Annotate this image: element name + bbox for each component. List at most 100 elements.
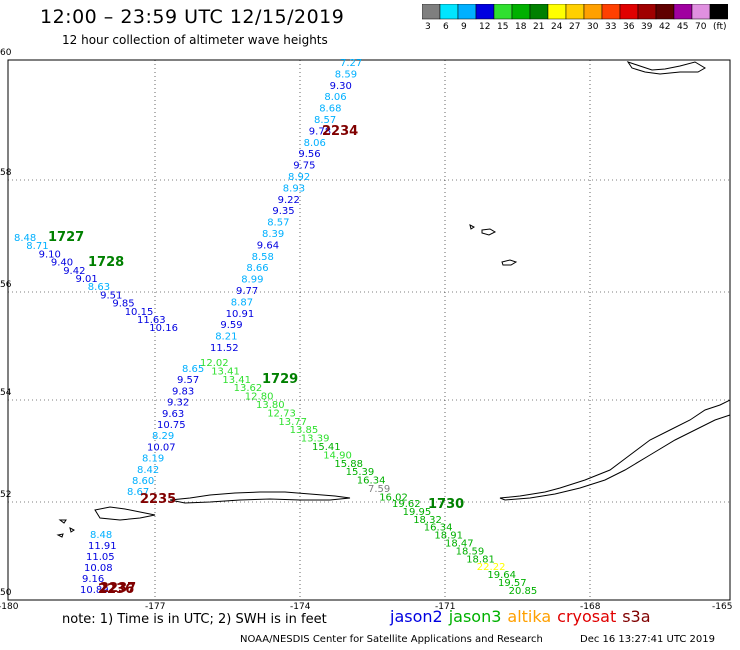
wave-height-value: 8.57 — [267, 218, 289, 229]
wave-height-value: 9.32 — [167, 398, 189, 409]
wave-height-value: 9.64 — [257, 240, 279, 251]
lon-label: -165 — [712, 602, 733, 612]
alaska-coast — [626, 61, 706, 75]
color-swatch — [565, 4, 585, 20]
wave-height-value: 18.81 — [466, 554, 495, 565]
legend-item: altika — [507, 607, 552, 626]
lat-label: 60 — [0, 48, 12, 58]
wave-height-value: 10.08 — [84, 563, 113, 574]
wave-height-value: 15.41 — [312, 442, 341, 453]
wave-height-value: 9.01 — [76, 274, 98, 285]
wave-height-value: 9.78 — [309, 126, 331, 137]
satellite-legend: jason2 jason3 altika cryosat s3a — [390, 607, 657, 626]
wave-height-value: 8.68 — [319, 104, 341, 115]
scale-tick-label: 6 — [443, 22, 449, 32]
wave-height-value: 11.05 — [86, 552, 115, 563]
island-1 — [469, 224, 475, 230]
wave-height-value: 13.77 — [278, 417, 307, 428]
wave-height-value: 15.88 — [334, 459, 363, 470]
wave-height-value: 8.06 — [304, 138, 326, 149]
lat-label: 54 — [0, 388, 12, 398]
wave-height-value: 9.30 — [330, 81, 352, 92]
wave-height-value: 9.75 — [293, 161, 315, 172]
wave-height-value: 16.34 — [424, 523, 453, 534]
wave-height-value: 18.91 — [434, 531, 463, 542]
scale-tick-label: 18 — [515, 22, 527, 32]
wave-height-value: 8.63 — [88, 282, 110, 293]
wave-height-value: 11.91 — [88, 541, 117, 552]
wave-height-value: 12.73 — [267, 408, 296, 419]
pass-time-label: 2236 — [98, 582, 134, 597]
wave-height-value: 10.16 — [149, 323, 178, 334]
wave-height-value: 13.39 — [301, 434, 330, 445]
wave-height-value: 13.85 — [290, 425, 319, 436]
wave-height-value: 16.34 — [357, 476, 386, 487]
wave-height-value: 8.06 — [324, 92, 346, 103]
pass-time-label: 1730 — [428, 497, 464, 512]
legend-item: cryosat — [557, 607, 617, 626]
wave-height-value: 8.92 — [288, 172, 310, 183]
color-swatch — [709, 4, 728, 20]
color-swatch — [655, 4, 675, 20]
credit-line: NOAA/NESDIS Center for Satellite Applica… — [240, 634, 543, 645]
color-swatch — [619, 4, 639, 20]
aleutian-mid — [169, 491, 351, 504]
wave-height-value: 9.10 — [39, 249, 61, 260]
wave-height-value: 8.42 — [137, 465, 159, 476]
wave-height-value: 9.22 — [278, 195, 300, 206]
wave-height-value: 9.42 — [63, 266, 85, 277]
wave-height-value: 8.87 — [231, 297, 253, 308]
pass-time-label: 2237 — [100, 581, 136, 596]
wave-height-value: 13.41 — [222, 375, 251, 386]
lat-label: 56 — [0, 280, 12, 290]
color-swatch — [493, 4, 513, 20]
wave-height-value: 10.15 — [125, 307, 154, 318]
scale-tick-label: 9 — [461, 22, 467, 32]
wave-height-value: 22.22 — [477, 562, 506, 573]
scale-tick-label: (ft) — [713, 22, 727, 32]
pass-time-label: 1729 — [262, 372, 298, 387]
wave-height-value: 15.39 — [346, 467, 375, 478]
color-swatch — [422, 4, 441, 20]
wave-height-value: 9.16 — [82, 574, 104, 585]
wave-height-value: 8.60 — [132, 476, 154, 487]
scale-tick-label: 70 — [695, 22, 707, 32]
coastlines — [56, 61, 731, 538]
wave-height-value: 9.85 — [112, 299, 134, 310]
wave-height-value: 8.48 — [90, 530, 112, 541]
wave-height-value: 8.67 — [127, 487, 149, 498]
wave-height-value: 19.62 — [392, 499, 421, 510]
wave-height-value: 11.63 — [137, 315, 166, 326]
lon-label: -180 — [0, 602, 19, 612]
color-swatch — [601, 4, 621, 20]
scale-tick-label: 24 — [551, 22, 563, 32]
scale-tick-label: 30 — [587, 22, 599, 32]
wave-height-value: 8.19 — [142, 454, 164, 465]
page-subtitle: 12 hour collection of altimeter wave hei… — [62, 33, 328, 47]
wave-height-value: 18.32 — [413, 515, 442, 526]
lat-label: 52 — [0, 490, 12, 500]
scale-tick-label: 42 — [659, 22, 671, 32]
page-title: 12:00 – 23:59 UTC 12/15/2019 — [40, 6, 345, 28]
color-scale-bar — [422, 4, 728, 20]
color-swatch — [547, 4, 567, 20]
wave-height-value: 8.66 — [246, 263, 268, 274]
scale-tick-label: 21 — [533, 22, 545, 32]
wave-height-value: 19.95 — [403, 507, 432, 518]
color-swatch — [439, 4, 459, 20]
wave-height-value: 10.91 — [226, 309, 255, 320]
color-swatch — [529, 4, 549, 20]
wave-height-value: 8.59 — [335, 69, 357, 80]
lon-label: -168 — [580, 602, 601, 612]
wave-height-value: 8.57 — [314, 115, 336, 126]
scale-tick-label: 39 — [641, 22, 653, 32]
wave-height-value: 10.07 — [147, 442, 176, 453]
color-swatch — [457, 4, 477, 20]
legend-item: s3a — [622, 607, 651, 626]
wave-height-value: 11.52 — [210, 343, 239, 354]
wave-height-value: 10.75 — [157, 420, 186, 431]
scale-tick-label: 3 — [425, 22, 431, 32]
wave-height-value: 8.29 — [152, 431, 174, 442]
island-3 — [501, 259, 518, 266]
